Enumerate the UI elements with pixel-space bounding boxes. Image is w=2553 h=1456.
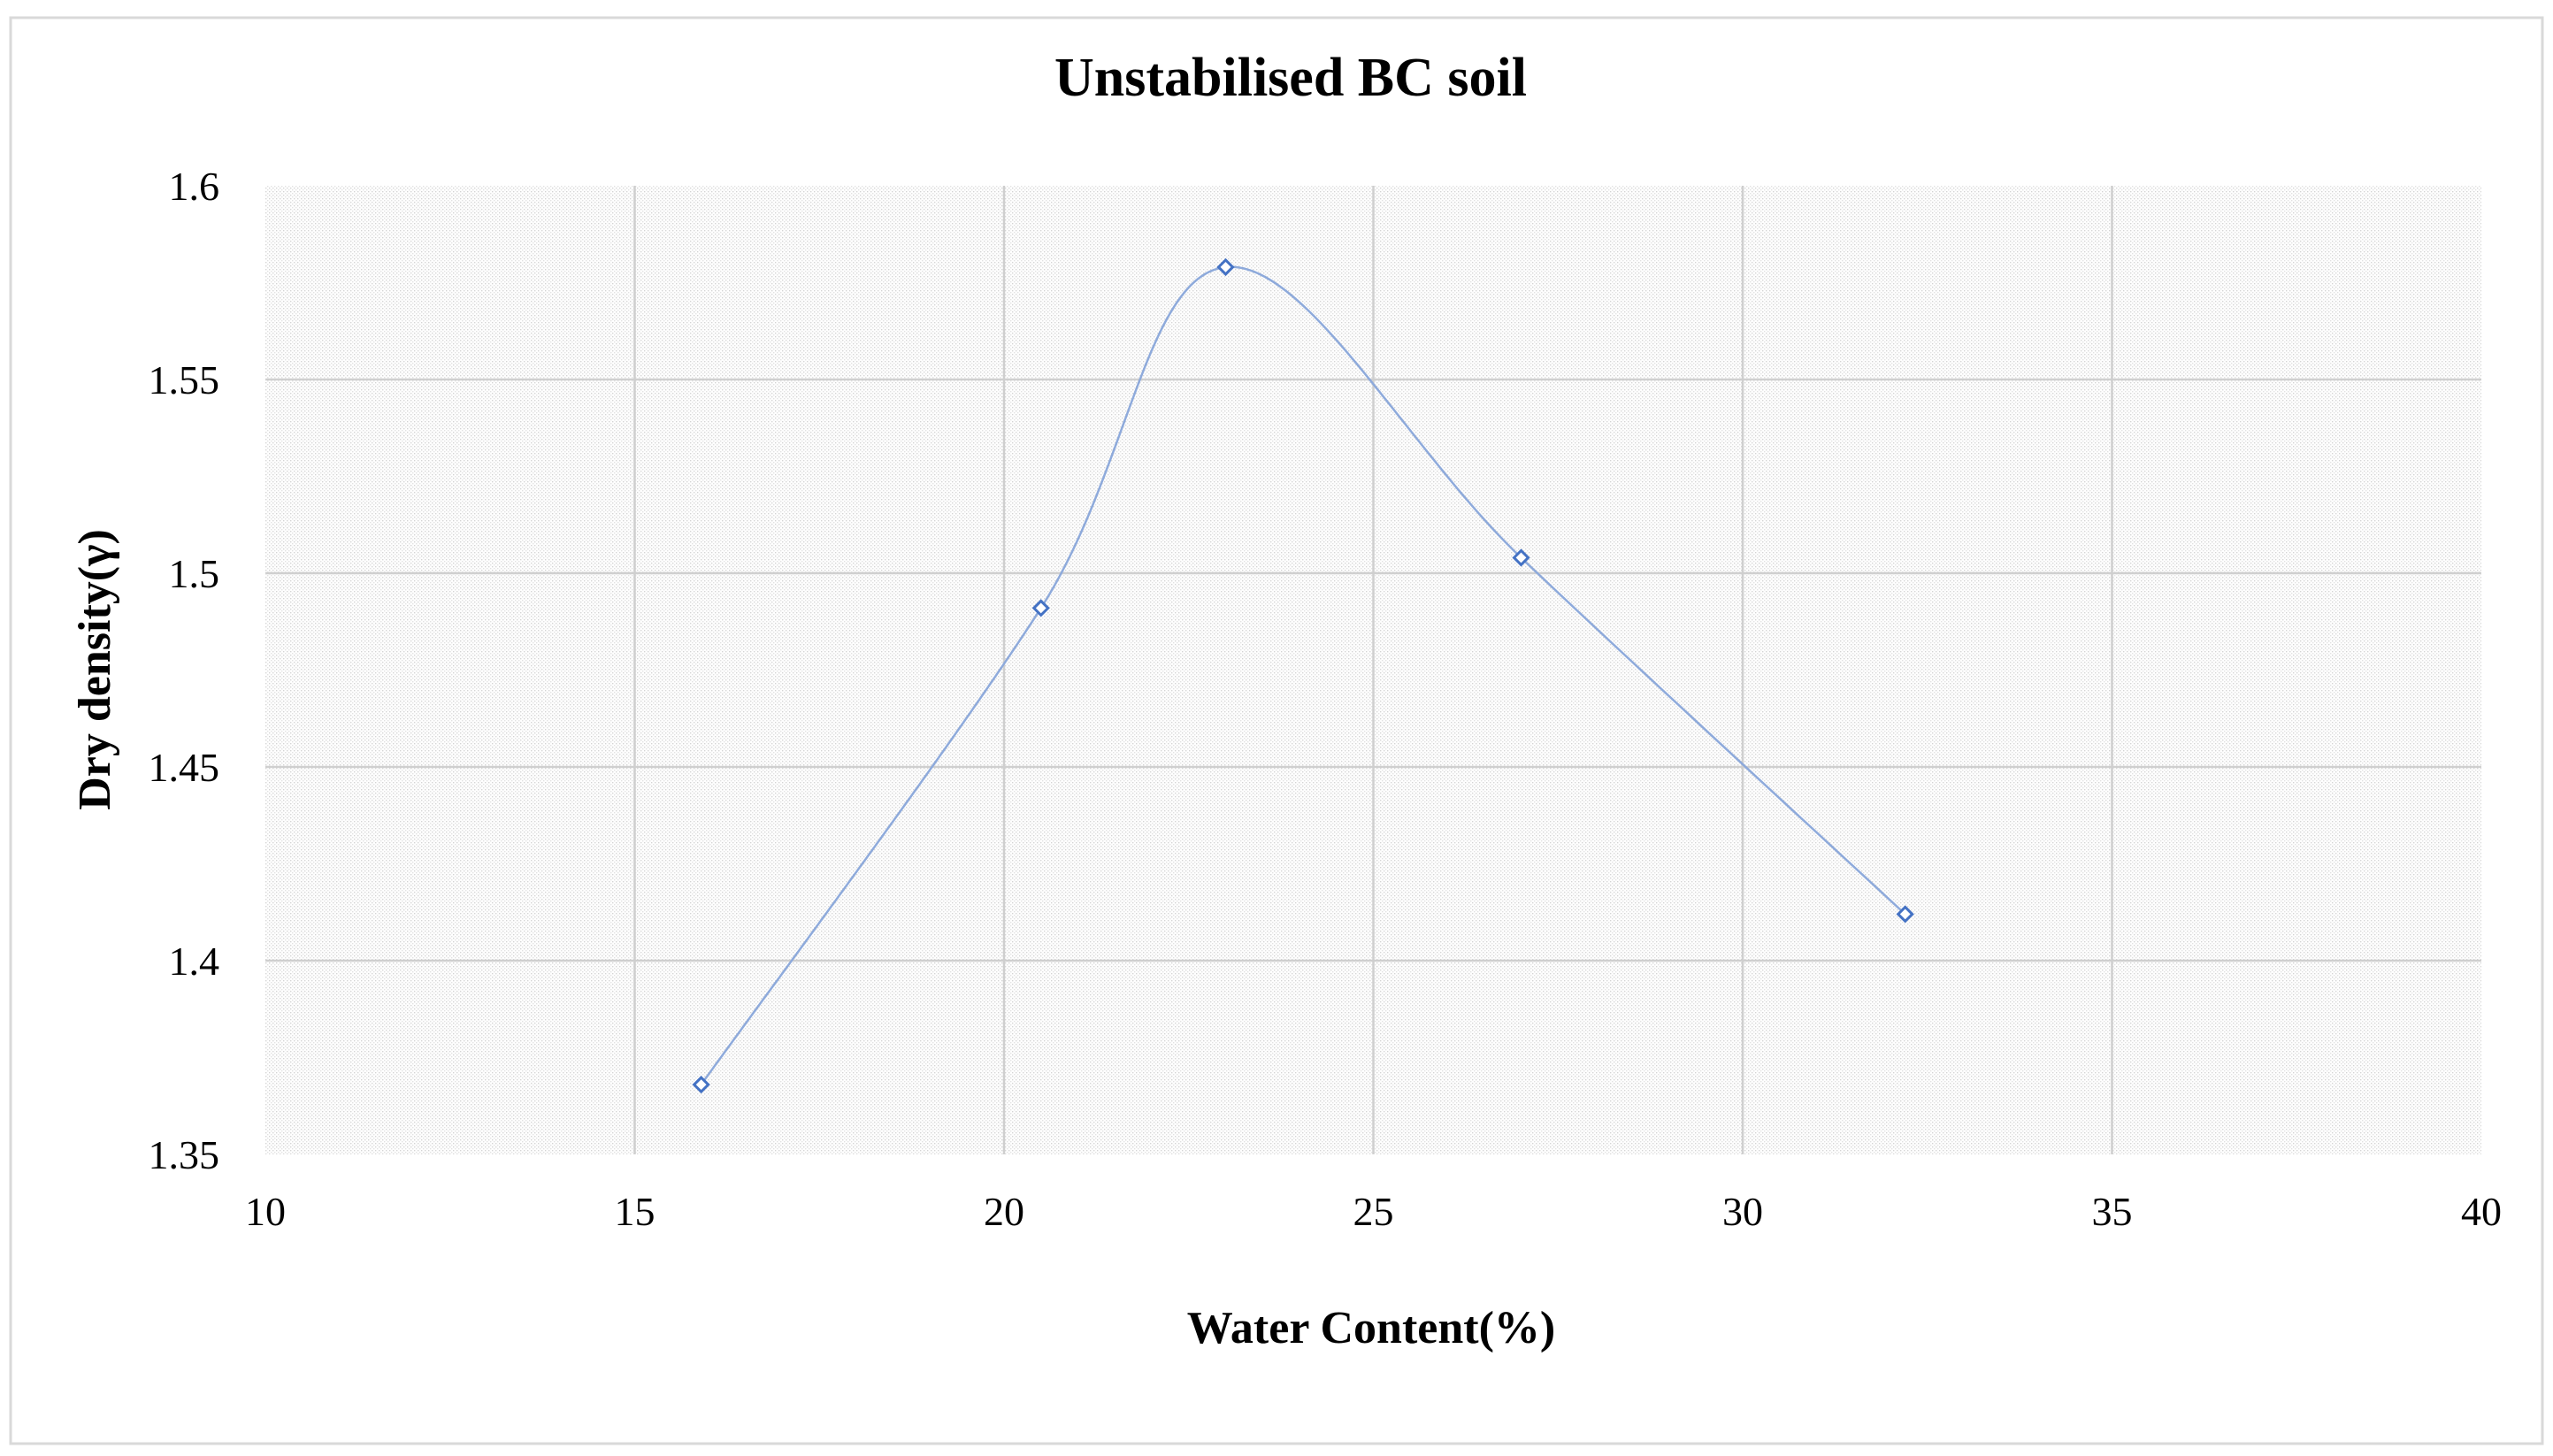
gridlines bbox=[265, 186, 2481, 1154]
x-tick-label: 20 bbox=[984, 1189, 1024, 1234]
x-tick-label: 25 bbox=[1353, 1189, 1394, 1234]
tick-labels: 10 15 20 25 30 35 40 1.35 1.4 1.45 1.5 1.55 1.6 bbox=[149, 164, 2503, 1234]
x-tick-label: 30 bbox=[1722, 1189, 1763, 1234]
chart-title: Unstabilised BC soil bbox=[1054, 48, 1527, 108]
data-point bbox=[1512, 548, 1530, 567]
data-point bbox=[1896, 905, 1914, 923]
y-tick-label: 1.6 bbox=[169, 164, 220, 209]
data-point bbox=[1031, 599, 1050, 617]
y-tick-label: 1.35 bbox=[149, 1132, 220, 1177]
x-tick-label: 40 bbox=[2461, 1189, 2502, 1234]
y-tick-label: 1.55 bbox=[149, 357, 220, 402]
series bbox=[692, 257, 1914, 1094]
data-point bbox=[692, 1076, 710, 1094]
y-tick-label: 1.4 bbox=[169, 939, 220, 984]
x-tick-label: 35 bbox=[2092, 1189, 2133, 1234]
x-tick-label: 10 bbox=[245, 1189, 286, 1234]
y-axis-title: Dry density(γ) bbox=[70, 529, 120, 810]
y-tick-label: 1.45 bbox=[149, 745, 220, 790]
y-tick-label: 1.5 bbox=[169, 551, 220, 596]
x-axis-title: Water Content(%) bbox=[1187, 1303, 1555, 1353]
data-point bbox=[1216, 257, 1235, 277]
x-tick-label: 15 bbox=[615, 1189, 656, 1234]
